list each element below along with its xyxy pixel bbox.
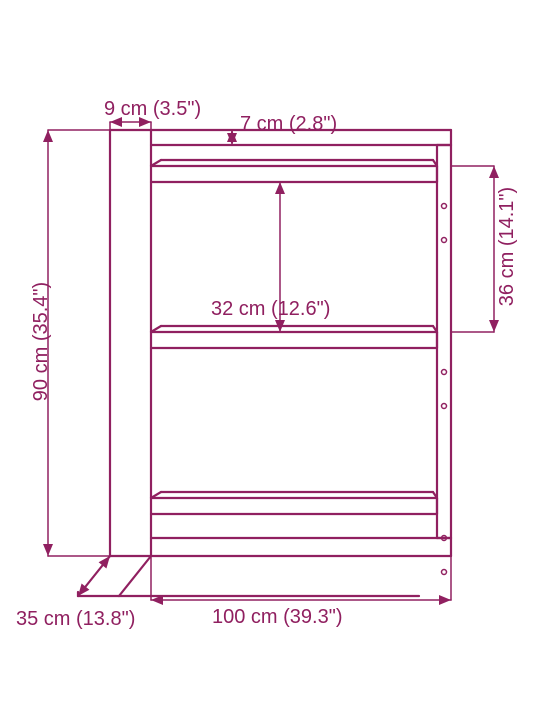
- label-left-thickness: 9 cm (3.5"): [104, 98, 201, 121]
- diagram-stage: 9 cm (3.5") 7 cm (2.8") 90 cm (35.4") 32…: [0, 0, 540, 720]
- label-height: 90 cm (35.4"): [30, 282, 53, 401]
- label-side-gap: 36 cm (14.1"): [496, 187, 519, 306]
- label-top-thickness: 7 cm (2.8"): [240, 113, 337, 136]
- label-shelf-gap: 32 cm (12.6"): [211, 298, 330, 321]
- label-depth: 35 cm (13.8"): [16, 608, 135, 631]
- label-width: 100 cm (39.3"): [212, 606, 343, 629]
